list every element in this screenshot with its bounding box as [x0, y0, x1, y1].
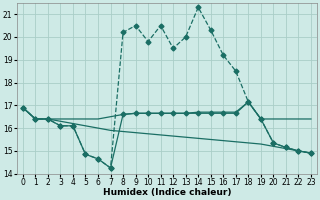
X-axis label: Humidex (Indice chaleur): Humidex (Indice chaleur) — [103, 188, 231, 197]
